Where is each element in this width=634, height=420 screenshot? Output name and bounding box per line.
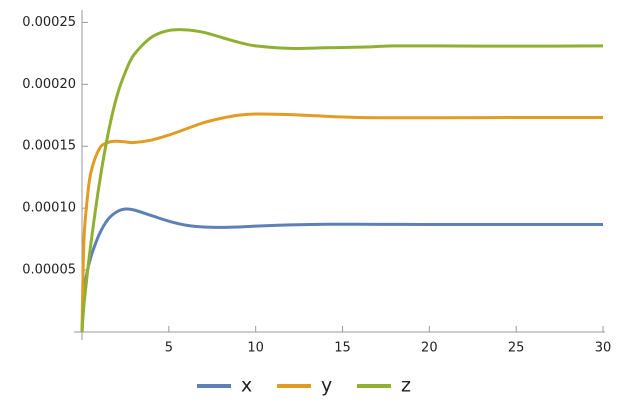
- x-tick-label: 25: [508, 341, 525, 356]
- legend-label: x: [241, 375, 252, 397]
- x-tick-label: 15: [334, 341, 351, 356]
- series-line: [80, 112, 604, 333]
- legend-label: z: [401, 375, 411, 397]
- y-tick-label: 0.00010: [22, 201, 76, 216]
- y-tick-label: 0.00025: [22, 15, 76, 30]
- y-tick-label: 0.00015: [22, 139, 76, 154]
- y-tick-label: 0.00005: [22, 263, 76, 278]
- series-line: [80, 28, 604, 333]
- legend-label: y: [321, 375, 332, 397]
- series-line: [80, 207, 603, 333]
- y-tick-label: 0.00020: [22, 77, 76, 92]
- x-tick-label: 20: [421, 341, 438, 356]
- x-tick-label: 10: [247, 341, 264, 356]
- x-tick-label: 5: [165, 341, 173, 356]
- legend: x y z: [197, 375, 411, 397]
- x-tick-label: 30: [595, 341, 612, 356]
